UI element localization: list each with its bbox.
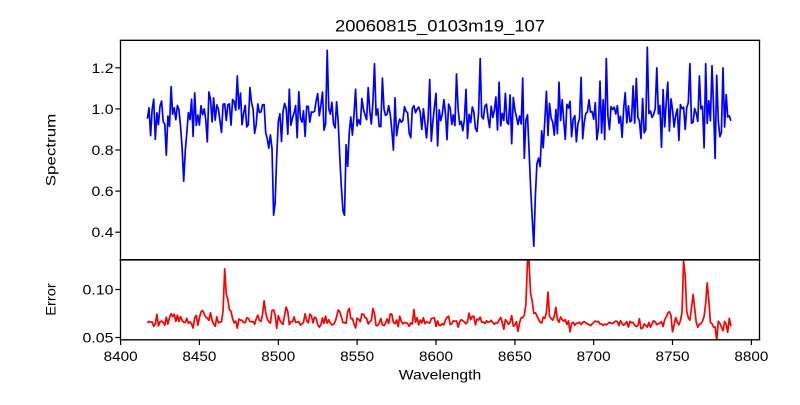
svg-text:Error: Error xyxy=(43,283,59,316)
svg-text:Spectrum: Spectrum xyxy=(43,114,59,187)
svg-text:0.05: 0.05 xyxy=(83,330,114,346)
svg-text:8600: 8600 xyxy=(419,348,453,364)
svg-text:8550: 8550 xyxy=(340,348,374,364)
svg-text:8400: 8400 xyxy=(104,348,138,364)
svg-text:Wavelength: Wavelength xyxy=(399,367,482,383)
svg-text:0.10: 0.10 xyxy=(83,282,114,298)
svg-text:8700: 8700 xyxy=(577,348,611,364)
svg-text:8650: 8650 xyxy=(498,348,532,364)
svg-text:8450: 8450 xyxy=(182,348,216,364)
svg-text:0.8: 0.8 xyxy=(92,142,114,158)
svg-text:0.6: 0.6 xyxy=(92,183,114,199)
svg-text:20060815_0103m19_107: 20060815_0103m19_107 xyxy=(335,17,545,36)
svg-text:8500: 8500 xyxy=(261,348,295,364)
svg-text:1.2: 1.2 xyxy=(92,60,114,76)
svg-text:1.0: 1.0 xyxy=(92,101,114,117)
svg-text:8800: 8800 xyxy=(734,348,768,364)
svg-text:8750: 8750 xyxy=(656,348,690,364)
svg-text:0.4: 0.4 xyxy=(92,224,114,240)
